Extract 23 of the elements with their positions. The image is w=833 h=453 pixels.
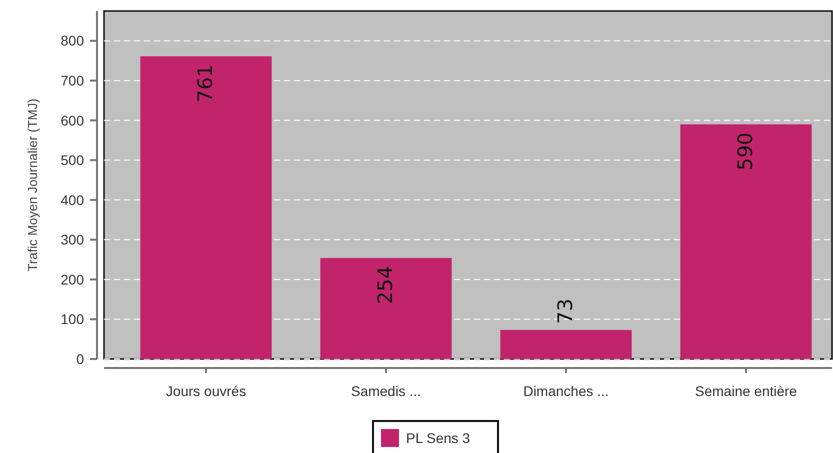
data-label: 761	[193, 64, 217, 103]
y-tick-label: 800	[60, 32, 84, 49]
x-tick-label: Jours ouvrés	[166, 383, 246, 399]
x-tick-label: Dimanches ...	[523, 383, 609, 399]
legend-label: PL Sens 3	[406, 430, 470, 446]
y-axis-title: Trafic Moyen Journalier (TMJ)	[25, 98, 40, 272]
x-tick-label: Samedis ...	[350, 383, 422, 399]
y-tick-label: 300	[60, 232, 84, 248]
y-tick-label: 200	[60, 271, 84, 288]
bar	[140, 56, 272, 359]
data-label: 590	[733, 132, 757, 171]
data-label: 73	[553, 298, 577, 324]
y-tick-label: 400	[60, 192, 84, 208]
bar	[680, 124, 812, 359]
data-label: 254	[373, 266, 397, 304]
y-tick-label: 0	[76, 350, 84, 367]
bar	[500, 330, 632, 359]
y-tick-label: 600	[60, 112, 84, 128]
bar	[320, 258, 452, 359]
x-tick-label: Semaine entière	[695, 383, 798, 399]
y-tick-label: 700	[60, 72, 84, 88]
y-tick-label: 100	[60, 311, 84, 328]
y-tick-label: 500	[60, 152, 84, 168]
